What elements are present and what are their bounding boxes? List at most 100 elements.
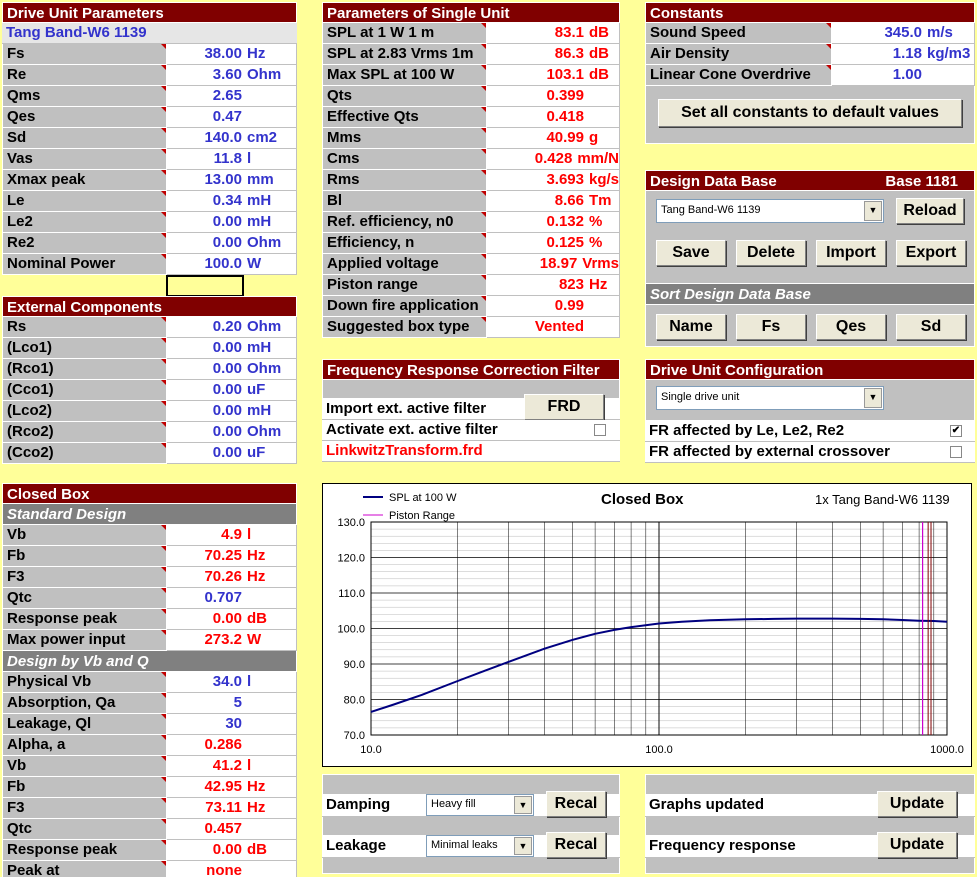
param-value-cell[interactable]: 40.99 g	[487, 128, 620, 149]
param-value-cell[interactable]: 140.0 cm2	[167, 128, 297, 149]
plot-area	[370, 521, 948, 736]
leakage-recal-button[interactable]: Recal	[546, 832, 606, 858]
param-value-cell[interactable]: 18.97 Vrms	[487, 254, 620, 275]
param-value-cell[interactable]: 86.3 dB	[487, 44, 620, 65]
param-value-cell[interactable]: 5	[167, 693, 297, 714]
graphs-updated-row: Graphs updated Update	[645, 791, 975, 817]
param-row: Effective Qts 0.418	[322, 107, 620, 128]
param-value-cell[interactable]: 0.99	[487, 296, 620, 317]
param-value-cell[interactable]: 0.457	[167, 819, 297, 840]
param-value-cell[interactable]: 0.707	[167, 588, 297, 609]
param-value-cell[interactable]: 0.00 uF	[167, 443, 297, 464]
param-value-cell[interactable]: Vented	[487, 317, 620, 338]
damping-recal-button[interactable]: Recal	[546, 791, 606, 817]
frequency-response-row: Frequency response Update	[645, 832, 975, 858]
sort-fs-button[interactable]: Fs	[736, 314, 806, 340]
drive-unit-name[interactable]: Tang Band-W6 1139	[2, 23, 297, 44]
frequency-response-update-button[interactable]: Update	[877, 832, 957, 858]
chevron-down-icon[interactable]: ▼	[514, 837, 532, 855]
param-unit: mH	[247, 339, 272, 356]
param-value-cell[interactable]: 0.00 Ohm	[167, 422, 297, 443]
param-row: (Rco2) 0.00 Ohm	[2, 422, 297, 443]
chevron-down-icon[interactable]: ▼	[864, 388, 882, 408]
param-value-cell[interactable]: 0.20 Ohm	[167, 317, 297, 338]
database-title: Design Data Base Base 1181	[645, 170, 975, 191]
param-value-cell[interactable]: 70.25 Hz	[167, 546, 297, 567]
param-value-cell[interactable]: 83.1 dB	[487, 23, 620, 44]
param-value-cell[interactable]: 0.00 mH	[167, 401, 297, 422]
param-value-cell[interactable]: 3.60 Ohm	[167, 65, 297, 86]
param-row: Le2 0.00 mH	[2, 212, 297, 233]
damping-select[interactable]: Heavy fill ▼	[426, 794, 534, 816]
import-button[interactable]: Import	[816, 240, 886, 266]
single-unit-title: Parameters of Single Unit	[322, 2, 620, 23]
param-value-cell[interactable]: 0.418	[487, 107, 620, 128]
param-value-cell[interactable]: 0.132%	[487, 212, 620, 233]
param-value-cell[interactable]: 0.00 Ohm	[167, 233, 297, 254]
sort-sd-button[interactable]: Sd	[896, 314, 966, 340]
param-row: Response peak 0.00 dB	[2, 609, 297, 630]
frd-button[interactable]: FRD	[524, 394, 604, 420]
param-value-cell[interactable]: 0.00 dB	[167, 609, 297, 630]
param-value-cell[interactable]: 30	[167, 714, 297, 735]
legend-spl-label: SPL at 100 W	[389, 492, 457, 504]
database-select[interactable]: Tang Band-W6 1139 ▼	[656, 199, 884, 223]
export-button[interactable]: Export	[896, 240, 966, 266]
reload-button[interactable]: Reload	[896, 198, 964, 224]
param-unit: uF	[247, 381, 266, 398]
param-value-cell[interactable]: 8.66 Tm	[487, 191, 620, 212]
graphs-update-button[interactable]: Update	[877, 791, 957, 817]
save-button[interactable]: Save	[656, 240, 726, 266]
param-label: Le2	[2, 212, 167, 233]
param-value-cell[interactable]: 2.65	[167, 86, 297, 107]
param-value-cell[interactable]: 0.286	[167, 735, 297, 756]
param-unit: W	[247, 255, 262, 272]
sort-qes-button[interactable]: Qes	[816, 314, 886, 340]
param-value: 0.457	[204, 820, 242, 837]
selected-cell[interactable]	[166, 275, 244, 297]
param-value-cell[interactable]: 0.00 dB	[167, 840, 297, 861]
param-value-cell[interactable]: 823 Hz	[487, 275, 620, 296]
config-fr-le-checkbox[interactable]: ✔	[950, 425, 962, 437]
param-value-cell[interactable]: 38.00 Hz	[167, 44, 297, 65]
param-value-cell[interactable]: 103.1 dB	[487, 65, 620, 86]
set-defaults-button[interactable]: Set all constants to default values	[658, 99, 962, 127]
param-value-cell[interactable]: 42.95 Hz	[167, 777, 297, 798]
config-select[interactable]: Single drive unit ▼	[656, 386, 884, 410]
param-value-cell[interactable]: 4.9 l	[167, 525, 297, 546]
param-value-cell[interactable]: 0.00 Ohm	[167, 359, 297, 380]
param-value-cell[interactable]: 0.00 mH	[167, 212, 297, 233]
param-value-cell[interactable]: 73.11 Hz	[167, 798, 297, 819]
param-value-cell[interactable]: 1.00	[832, 65, 975, 86]
param-value-cell[interactable]: 13.00 mm	[167, 170, 297, 191]
param-value-cell[interactable]: 34.0 l	[167, 672, 297, 693]
leakage-select[interactable]: Minimal leaks ▼	[426, 835, 534, 857]
param-value-cell[interactable]: 0.428 mm/N	[487, 149, 620, 170]
param-value-cell[interactable]: 345.0 m/s	[832, 23, 975, 44]
external-components-title: External Components	[2, 296, 297, 317]
param-value-cell[interactable]: 0.34 mH	[167, 191, 297, 212]
param-value-cell[interactable]: 3.693 kg/s	[487, 170, 620, 191]
param-value-cell[interactable]: 0.399	[487, 86, 620, 107]
param-unit	[584, 86, 589, 106]
frcf-activate-checkbox[interactable]	[594, 424, 606, 436]
chevron-down-icon[interactable]: ▼	[864, 201, 882, 221]
param-value: 0.99	[554, 297, 584, 314]
delete-button[interactable]: Delete	[736, 240, 806, 266]
param-value-cell[interactable]: 0.00 uF	[167, 380, 297, 401]
database-title-label: Design Data Base	[650, 173, 777, 190]
param-value-cell[interactable]: 100.0 W	[167, 254, 297, 275]
param-value-cell[interactable]: none	[167, 861, 297, 877]
param-value-cell[interactable]: 1.18 kg/m3	[832, 44, 975, 65]
param-value-cell[interactable]: 273.2 W	[167, 630, 297, 651]
sort-name-button[interactable]: Name	[656, 314, 726, 340]
chevron-down-icon[interactable]: ▼	[514, 796, 532, 814]
param-unit: mH	[247, 192, 272, 209]
param-value-cell[interactable]: 11.8 l	[167, 149, 297, 170]
param-value-cell[interactable]: 0.47	[167, 107, 297, 128]
param-value-cell[interactable]: 70.26 Hz	[167, 567, 297, 588]
param-value-cell[interactable]: 41.2 l	[167, 756, 297, 777]
param-value-cell[interactable]: 0.00 mH	[167, 338, 297, 359]
param-value-cell[interactable]: 0.125%	[487, 233, 620, 254]
config-fr-ext-checkbox[interactable]	[950, 446, 962, 458]
